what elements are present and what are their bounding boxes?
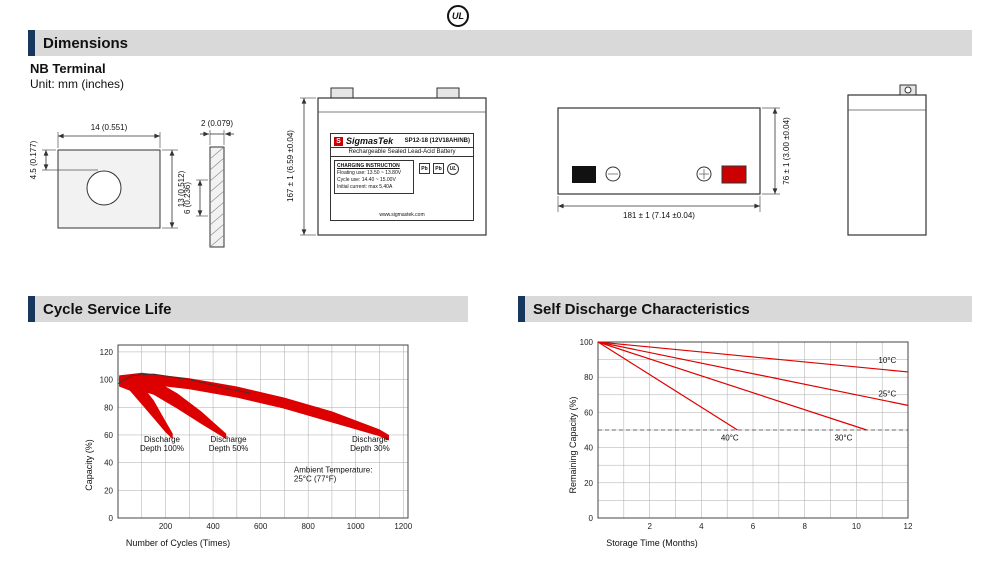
dim-battery-width: 76 ± 1 (3.00 ±0.04) — [782, 117, 791, 185]
svg-text:Depth 30%: Depth 30% — [350, 444, 390, 453]
pb-text: Pb — [421, 165, 428, 172]
svg-text:80: 80 — [104, 403, 113, 412]
svg-text:Remaining Capacity (%): Remaining Capacity (%) — [568, 396, 578, 493]
svg-text:30°C: 30°C — [834, 434, 852, 443]
svg-text:40: 40 — [104, 459, 113, 468]
section-header-self-discharge: Self Discharge Characteristics — [518, 296, 972, 322]
charging-line-3: Initial current: max 5.40A — [337, 184, 393, 190]
dim-front-hole-offset: 4.5 (0.177) — [29, 140, 38, 179]
dim-battery-height: 167 ± 1 (6.59 ±0.04) — [286, 130, 295, 202]
svg-text:600: 600 — [254, 522, 268, 531]
self-discharge-chart: 2 4 6 8 10 12 0 20 40 60 80 100 10°C 25°C 30°C 40°C Rema… — [568, 338, 913, 548]
terminal-hole — [86, 170, 122, 206]
svg-text:1200: 1200 — [394, 522, 412, 531]
terminal-tab-left — [330, 87, 354, 99]
svg-text:Ambient Temperature:: Ambient Temperature: — [294, 465, 373, 474]
dim-front-width: 14 (0.551) — [91, 123, 128, 132]
svg-text:800: 800 — [301, 522, 315, 531]
section-accent-bar — [28, 30, 35, 56]
svg-text:Depth 50%: Depth 50% — [209, 444, 249, 453]
svg-text:40°C: 40°C — [721, 434, 739, 443]
svg-text:10: 10 — [852, 522, 861, 531]
svg-text:25°C: 25°C — [878, 390, 896, 399]
section-title-self-discharge: Self Discharge Characteristics — [533, 300, 750, 318]
certification-icons: Pb Pb UL — [419, 160, 459, 194]
svg-text:0: 0 — [109, 514, 114, 523]
battery-top-view: 181 ± 1 (7.14 ±0.04) 76 ± 1 (3.00 ±0.04) — [557, 107, 791, 220]
battery-label-header: S SigmasTek SP12-18 (12V18AH/NB) — [331, 134, 473, 147]
svg-text:1000: 1000 — [347, 522, 365, 531]
svg-text:100: 100 — [580, 338, 594, 347]
battery-subtitle: Rechargeable Sealed Lead-Acid Battery — [331, 147, 473, 157]
battery-label-body: CHARGING INSTRUCTION Floating use: 13.50… — [331, 157, 473, 197]
section-header-cycle-service-life: Cycle Service Life — [28, 296, 468, 322]
svg-text:20: 20 — [104, 486, 113, 495]
pb-recycle-icon: Pb — [419, 163, 430, 174]
section-accent-bar — [28, 296, 35, 322]
svg-text:Depth 100%: Depth 100% — [140, 444, 184, 453]
svg-text:10°C: 10°C — [878, 356, 896, 365]
dim-front-height: 13 (0.512) — [177, 170, 186, 207]
svg-text:Discharge: Discharge — [352, 435, 389, 444]
terminal-side-view: 2 (0.079) 6 (0.236) — [183, 119, 234, 248]
svg-text:80: 80 — [584, 373, 593, 382]
ul-mark-icon: UL — [447, 163, 459, 175]
battery-label: S SigmasTek SP12-18 (12V18AH/NB) Recharg… — [330, 133, 474, 221]
svg-text:60: 60 — [584, 408, 593, 417]
svg-text:20: 20 — [584, 479, 593, 488]
logo-letter: S — [336, 137, 341, 145]
svg-text:4: 4 — [699, 522, 704, 531]
negative-terminal-marker — [572, 166, 596, 183]
terminal-tab-right — [436, 87, 460, 99]
sigmastek-logo-icon: S — [334, 136, 343, 146]
svg-text:400: 400 — [206, 522, 220, 531]
section-header-dimensions: Dimensions — [28, 30, 972, 56]
charging-instruction-title: CHARGING INSTRUCTION — [337, 163, 400, 169]
svg-text:40: 40 — [584, 444, 593, 453]
svg-text:Storage Time (Months): Storage Time (Months) — [606, 538, 698, 548]
ul-logo: UL — [447, 5, 469, 27]
cycle-service-life-chart: 200 400 600 800 1000 1200 0 20 40 60 80 100 120 Disch… — [84, 344, 413, 548]
ul-logo-text: UL — [452, 11, 464, 21]
svg-text:120: 120 — [100, 348, 114, 357]
svg-text:0: 0 — [589, 514, 594, 523]
dimension-drawings: 14 (0.551) 4.5 (0.177) 13 (0.512) — [29, 84, 927, 248]
brand-name: SigmasTek — [346, 136, 394, 146]
svg-text:Discharge: Discharge — [144, 435, 181, 444]
dim-side-width: 2 (0.079) — [201, 119, 233, 128]
terminal-front-view: 14 (0.551) 4.5 (0.177) 13 (0.512) — [29, 123, 186, 229]
section-accent-bar — [518, 296, 525, 322]
svg-text:Capacity (%): Capacity (%) — [84, 439, 94, 491]
svg-text:2: 2 — [647, 522, 652, 531]
charging-line-1: Floating use: 13.50 ~ 13.80V — [337, 170, 402, 176]
battery-side-view — [847, 84, 927, 236]
pb-icon: Pb — [433, 163, 444, 174]
charging-line-2: Cycle use: 14.40 ~ 15.00V — [337, 177, 396, 183]
svg-text:25°C (77°F): 25°C (77°F) — [294, 474, 337, 483]
svg-text:Number of Cycles (Times): Number of Cycles (Times) — [126, 538, 230, 548]
terminal-type-label: NB Terminal — [30, 61, 106, 76]
ul-text: UL — [449, 166, 457, 172]
svg-text:6: 6 — [751, 522, 756, 531]
dim-battery-length: 181 ± 1 (7.14 ±0.04) — [623, 211, 695, 220]
website: www.sigmastek.com — [379, 212, 425, 218]
section-title-cycle-service-life: Cycle Service Life — [43, 300, 172, 318]
svg-text:12: 12 — [904, 522, 913, 531]
svg-text:Discharge: Discharge — [211, 435, 248, 444]
model-number: SP12-18 (12V18AH/NB) — [404, 138, 470, 144]
pb-text-2: Pb — [435, 165, 442, 172]
dim-side-height: 6 (0.236) — [183, 182, 192, 214]
unit-label: Unit: mm (inches) — [30, 77, 125, 91]
charging-instruction-box: CHARGING INSTRUCTION Floating use: 13.50… — [334, 160, 414, 194]
svg-text:200: 200 — [159, 522, 173, 531]
positive-terminal-marker — [721, 165, 747, 184]
svg-text:60: 60 — [104, 431, 113, 440]
svg-text:8: 8 — [802, 522, 807, 531]
svg-text:100: 100 — [100, 376, 114, 385]
section-title-dimensions: Dimensions — [43, 34, 129, 52]
